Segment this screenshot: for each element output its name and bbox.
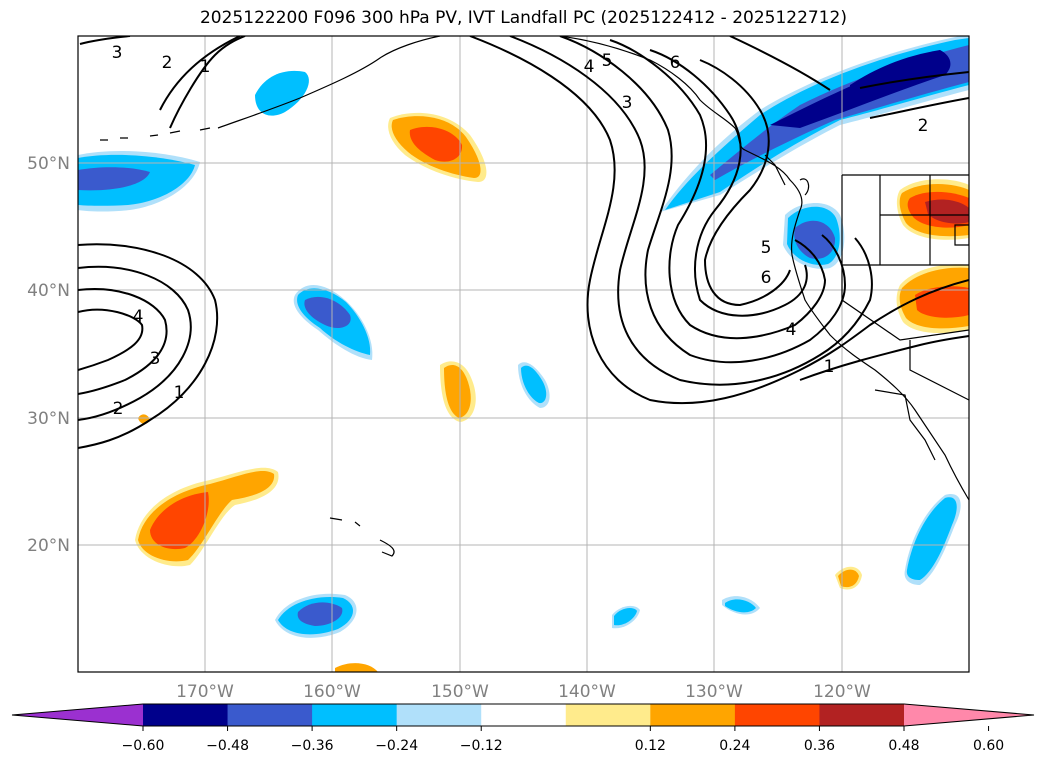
colorbar-label: 0.48 bbox=[888, 738, 919, 754]
colorbar-label: 0.12 bbox=[635, 738, 666, 754]
contour-label: 6 bbox=[670, 53, 681, 73]
colorbar-label: −0.60 bbox=[122, 738, 165, 754]
colorbar-segment bbox=[734, 704, 820, 726]
colorbar-segment bbox=[565, 704, 651, 726]
contour-label: 1 bbox=[200, 57, 211, 77]
contour-label: 3 bbox=[622, 93, 633, 113]
colorbar-segment bbox=[650, 704, 736, 726]
lat-labels: 50°N 40°N 30°N 20°N bbox=[27, 154, 70, 556]
map-frame bbox=[77, 35, 970, 673]
lon-label: 140°W bbox=[558, 682, 616, 702]
lon-label: 120°W bbox=[813, 682, 871, 702]
lat-label: 50°N bbox=[27, 154, 70, 174]
map-background bbox=[78, 36, 969, 672]
contour-label: 3 bbox=[150, 349, 161, 369]
colorbar: −0.60 −0.48 −0.36 −0.24 −0.12 0.12 0.24 0.36 0.4… bbox=[11, 703, 1035, 754]
lat-label: 30°N bbox=[27, 409, 70, 429]
pv-shading bbox=[78, 36, 969, 672]
contour-label: 2 bbox=[113, 399, 124, 419]
colorbar-segment bbox=[312, 704, 398, 726]
map-title: 2025122200 F096 300 hPa PV, IVT Landfall… bbox=[199, 8, 847, 28]
coastlines bbox=[100, 36, 969, 557]
contour-label: 2 bbox=[918, 116, 929, 136]
contour-label: 5 bbox=[602, 51, 613, 71]
colorbar-label: 0.24 bbox=[719, 738, 750, 754]
lon-label: 130°W bbox=[685, 682, 743, 702]
contour-label: 4 bbox=[786, 320, 797, 340]
colorbar-label: −0.24 bbox=[375, 738, 418, 754]
lat-label: 40°N bbox=[27, 281, 70, 301]
gridlines bbox=[78, 36, 969, 672]
colorbar-extend-min bbox=[12, 704, 143, 726]
lon-label: 160°W bbox=[303, 682, 361, 702]
colorbar-extend-max bbox=[904, 704, 1034, 726]
contour-label: 4 bbox=[584, 57, 595, 77]
lon-label: 170°W bbox=[176, 682, 234, 702]
contour-label: 1 bbox=[174, 383, 185, 403]
colorbar-label: 0.36 bbox=[804, 738, 835, 754]
colorbar-segment bbox=[481, 704, 567, 726]
contour-label: 3 bbox=[112, 43, 123, 63]
colorbar-label: −0.12 bbox=[460, 738, 503, 754]
colorbar-segment bbox=[227, 704, 313, 726]
colorbar-segment bbox=[143, 704, 229, 726]
contour-label: 5 bbox=[761, 238, 772, 258]
contour-label: 4 bbox=[133, 307, 144, 327]
colorbar-segment bbox=[396, 704, 482, 726]
contour-labels: 3 2 1 5 4 6 3 2 5 6 4 1 3 2 1 4 bbox=[112, 43, 929, 419]
colorbar-segment bbox=[819, 704, 905, 726]
lat-label: 20°N bbox=[27, 536, 70, 556]
height-contours bbox=[78, 36, 969, 449]
colorbar-label: 0.60 bbox=[973, 738, 1004, 754]
contour-label: 6 bbox=[761, 268, 772, 288]
contour-label: 2 bbox=[162, 53, 173, 73]
lon-labels: 170°W 160°W 150°W 140°W 130°W 120°W bbox=[176, 682, 871, 702]
contour-label: 1 bbox=[824, 357, 835, 377]
lon-label: 150°W bbox=[431, 682, 489, 702]
colorbar-label: −0.36 bbox=[291, 738, 334, 754]
colorbar-label: −0.48 bbox=[206, 738, 249, 754]
